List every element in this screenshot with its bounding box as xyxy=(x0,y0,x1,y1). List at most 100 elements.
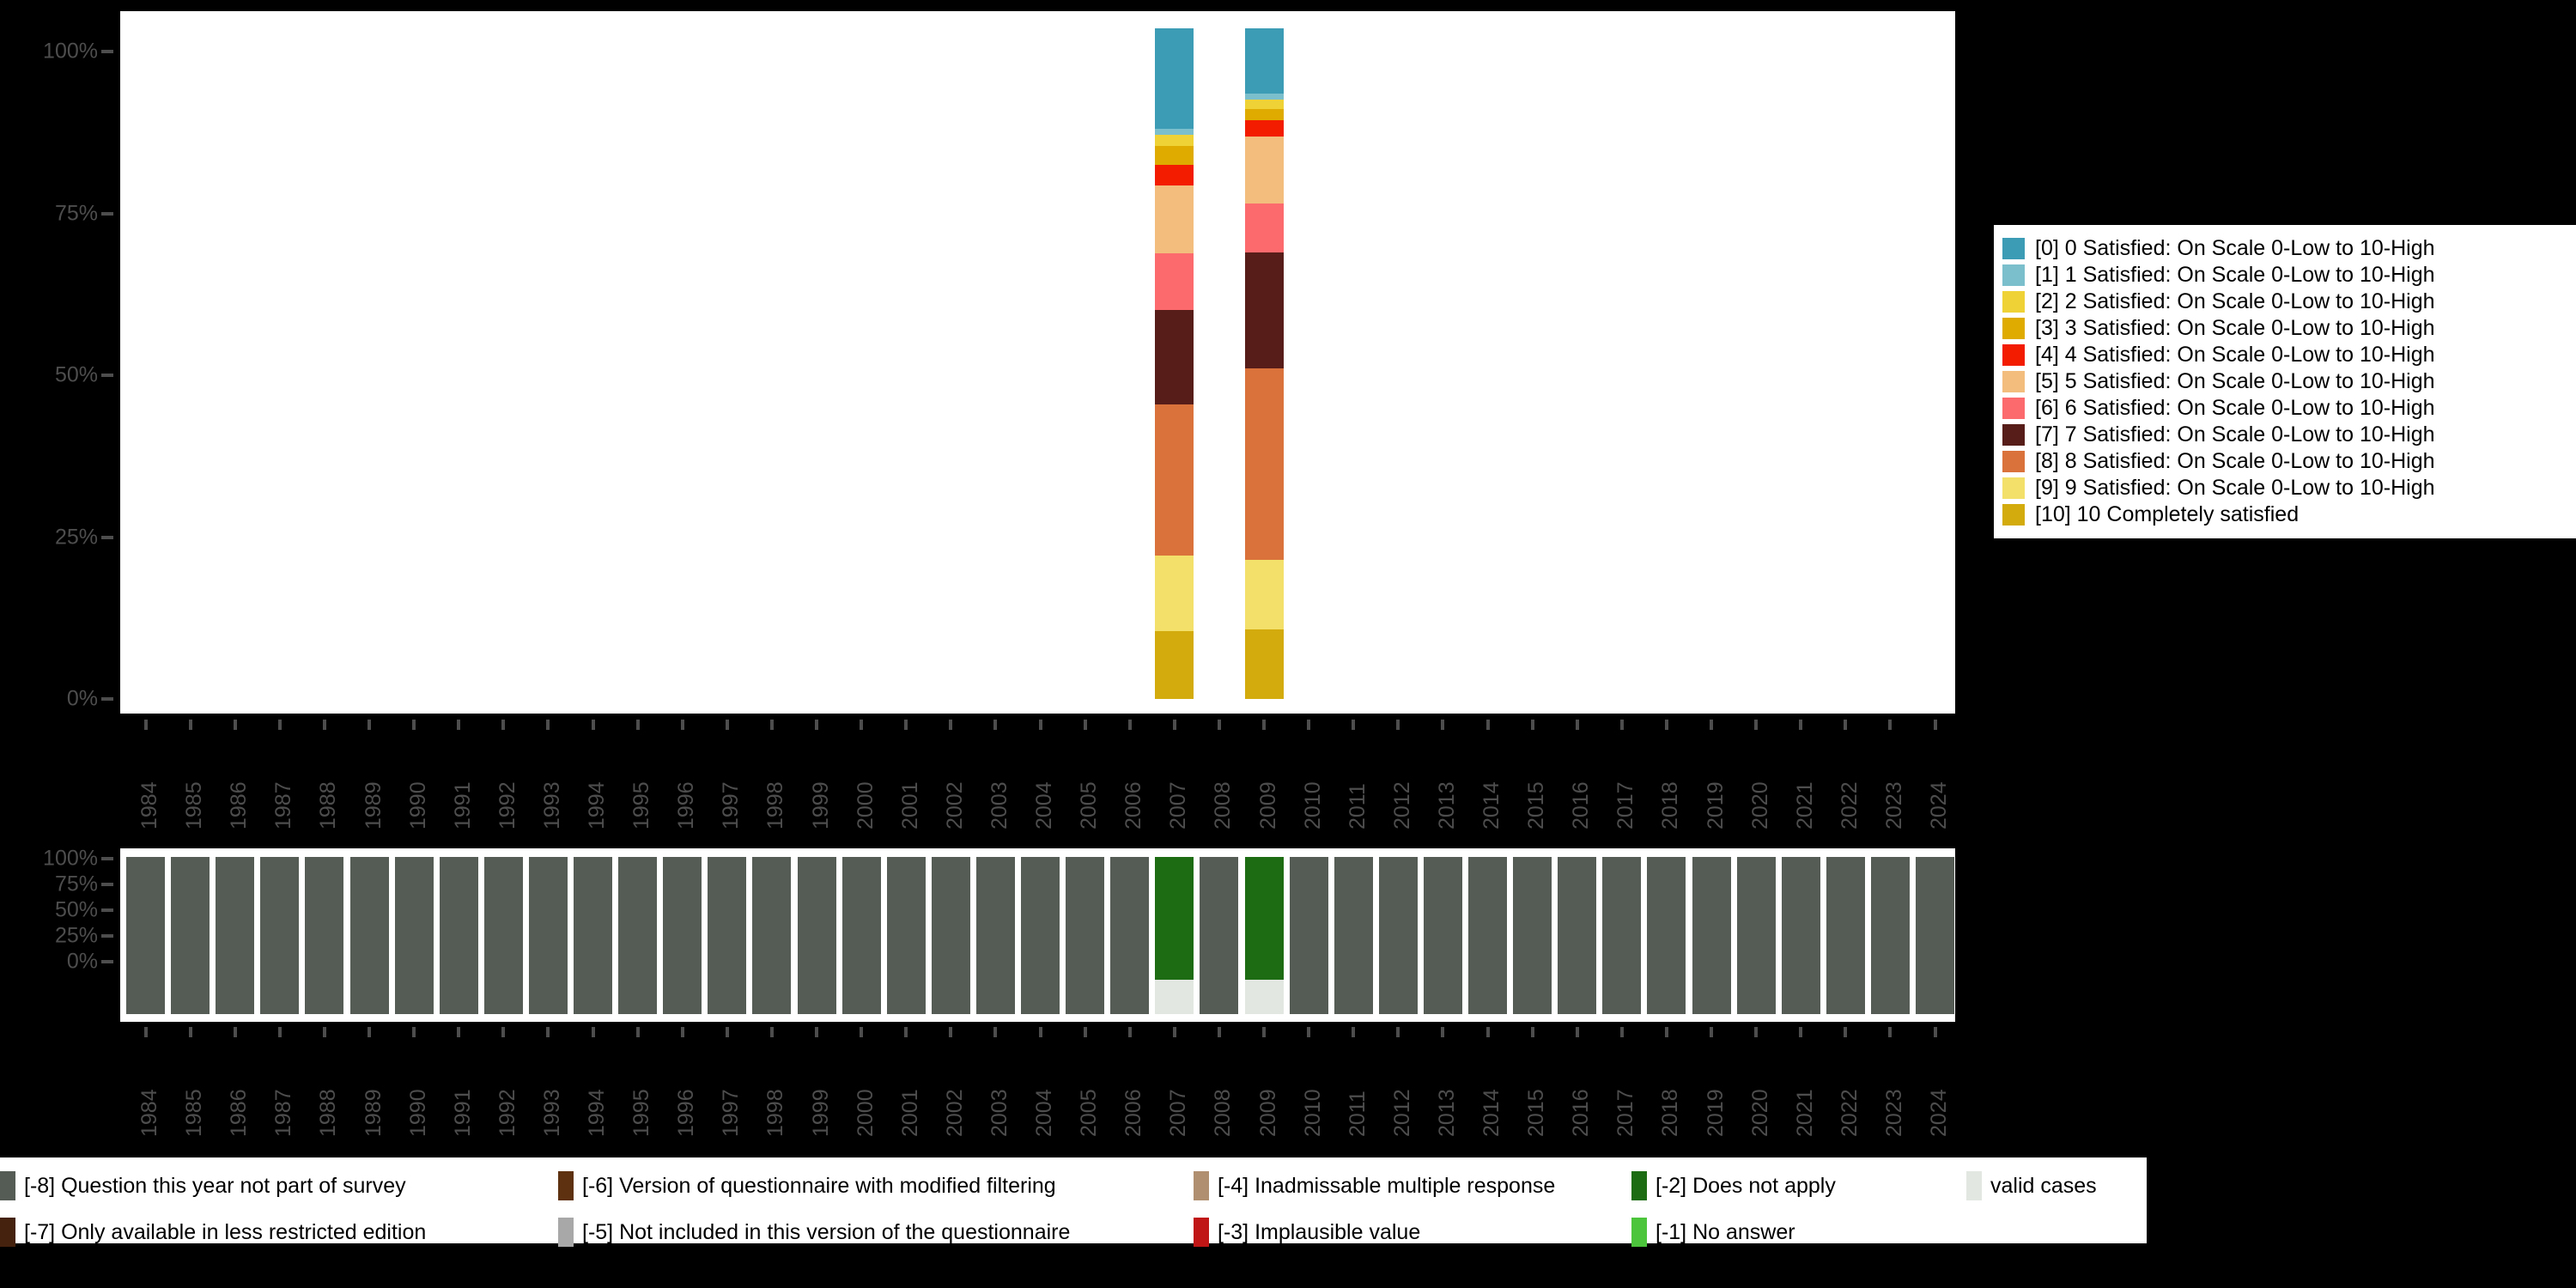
distribution-bar-segment[interactable] xyxy=(1155,185,1194,254)
value-legend-item[interactable]: [7] 7 Satisfied: On Scale 0-Low to 10-Hi… xyxy=(2002,422,2569,448)
availability-bar[interactable] xyxy=(1602,857,1642,1014)
availability-bar[interactable] xyxy=(1870,857,1910,1014)
availability-bar[interactable] xyxy=(1826,857,1865,1014)
availability-bar[interactable] xyxy=(1200,857,1239,1014)
status-legend-item[interactable]: valid cases xyxy=(1966,1171,2097,1200)
availability-bar[interactable] xyxy=(1378,857,1418,1014)
availability-bar-segment[interactable] xyxy=(618,857,658,1014)
distribution-bar-segment[interactable] xyxy=(1155,145,1194,166)
availability-bar-segment[interactable] xyxy=(574,857,612,1014)
availability-bar[interactable] xyxy=(1334,857,1373,1014)
value-legend-item[interactable]: [10] 10 Completely satisfied xyxy=(2002,501,2569,528)
availability-bar[interactable] xyxy=(394,857,434,1014)
availability-bar[interactable] xyxy=(797,857,836,1014)
availability-bar-segment[interactable] xyxy=(126,857,165,1014)
availability-bar[interactable] xyxy=(1468,857,1507,1014)
availability-bar[interactable] xyxy=(708,857,747,1014)
availability-bar-segment[interactable] xyxy=(1110,857,1150,1014)
availability-bar-segment[interactable] xyxy=(1692,857,1731,1014)
value-legend-item[interactable]: [1] 1 Satisfied: On Scale 0-Low to 10-Hi… xyxy=(2002,262,2569,289)
availability-bar[interactable] xyxy=(349,857,389,1014)
status-legend-item[interactable]: [-6] Version of questionnaire with modif… xyxy=(558,1171,1056,1200)
status-legend-item[interactable]: [-8] Question this year not part of surv… xyxy=(0,1171,406,1200)
availability-bar[interactable] xyxy=(1647,857,1686,1014)
availability-bar-segment[interactable] xyxy=(1781,857,1820,1014)
availability-bar[interactable] xyxy=(1692,857,1731,1014)
availability-bar-segment[interactable] xyxy=(1468,857,1507,1014)
availability-bar[interactable] xyxy=(1423,857,1462,1014)
value-legend-item[interactable]: [3] 3 Satisfied: On Scale 0-Low to 10-Hi… xyxy=(2002,315,2569,342)
value-legend-item[interactable]: [4] 4 Satisfied: On Scale 0-Low to 10-Hi… xyxy=(2002,342,2569,368)
availability-bar-segment[interactable] xyxy=(260,857,300,1014)
availability-bar-segment[interactable] xyxy=(1378,857,1418,1014)
distribution-bar-segment[interactable] xyxy=(1244,252,1284,368)
value-legend-item[interactable]: [0] 0 Satisfied: On Scale 0-Low to 10-Hi… xyxy=(2002,235,2569,262)
availability-bar-segment[interactable] xyxy=(1558,857,1597,1014)
distribution-bar-segment[interactable] xyxy=(1244,28,1284,94)
distribution-bar-segment[interactable] xyxy=(1155,135,1194,146)
availability-bar-segment[interactable] xyxy=(1289,857,1328,1014)
availability-bar-segment[interactable] xyxy=(663,857,702,1014)
distribution-bar-segment[interactable] xyxy=(1244,137,1284,204)
value-legend-item[interactable]: [6] 6 Satisfied: On Scale 0-Low to 10-Hi… xyxy=(2002,395,2569,422)
availability-bar[interactable] xyxy=(663,857,702,1014)
availability-bar-segment[interactable] xyxy=(1155,857,1194,980)
availability-bar-segment[interactable] xyxy=(1244,857,1284,980)
availability-bar[interactable] xyxy=(171,857,210,1014)
availability-bar-segment[interactable] xyxy=(1602,857,1642,1014)
availability-bar-segment[interactable] xyxy=(528,857,568,1014)
availability-bar-segment[interactable] xyxy=(1870,857,1910,1014)
distribution-bar-segment[interactable] xyxy=(1155,28,1194,130)
value-legend-item[interactable]: [2] 2 Satisfied: On Scale 0-Low to 10-Hi… xyxy=(2002,289,2569,315)
availability-bar-segment[interactable] xyxy=(216,857,255,1014)
availability-bar-segment[interactable] xyxy=(1736,857,1776,1014)
availability-bar[interactable] xyxy=(1289,857,1328,1014)
availability-bar[interactable] xyxy=(1513,857,1552,1014)
distribution-bar-segment[interactable] xyxy=(1244,99,1284,109)
availability-bar[interactable] xyxy=(1021,857,1060,1014)
availability-bar-segment[interactable] xyxy=(886,857,926,1014)
distribution-bar-segment[interactable] xyxy=(1155,165,1194,186)
availability-bar[interactable] xyxy=(1066,857,1105,1014)
availability-bar[interactable] xyxy=(528,857,568,1014)
distribution-bar-segment[interactable] xyxy=(1244,368,1284,561)
availability-bar-segment[interactable] xyxy=(1826,857,1865,1014)
availability-bar[interactable] xyxy=(1558,857,1597,1014)
availability-bar[interactable] xyxy=(483,857,523,1014)
availability-bar[interactable] xyxy=(975,857,1015,1014)
availability-bar[interactable] xyxy=(841,857,881,1014)
availability-bar[interactable] xyxy=(574,857,612,1014)
availability-bar[interactable] xyxy=(1781,857,1820,1014)
availability-bar[interactable] xyxy=(1244,857,1284,1014)
availability-bar[interactable] xyxy=(216,857,255,1014)
status-legend-item[interactable]: [-5] Not included in this version of the… xyxy=(558,1218,1070,1247)
distribution-bar-segment[interactable] xyxy=(1155,129,1194,136)
availability-bar[interactable] xyxy=(931,857,970,1014)
status-legend-item[interactable]: [-3] Implausible value xyxy=(1194,1218,1420,1247)
distribution-bar[interactable] xyxy=(1244,28,1284,699)
availability-bar-segment[interactable] xyxy=(841,857,881,1014)
distribution-bar-segment[interactable] xyxy=(1244,119,1284,137)
availability-bar-segment[interactable] xyxy=(931,857,970,1014)
status-legend-item[interactable]: [-1] No answer xyxy=(1631,1218,1795,1247)
status-legend-item[interactable]: [-2] Does not apply xyxy=(1631,1171,1836,1200)
distribution-bar-segment[interactable] xyxy=(1244,203,1284,252)
availability-bar[interactable] xyxy=(305,857,344,1014)
availability-bar[interactable] xyxy=(752,857,792,1014)
availability-bar-segment[interactable] xyxy=(1513,857,1552,1014)
status-legend-item[interactable]: [-4] Inadmissable multiple response xyxy=(1194,1171,1555,1200)
availability-bar-segment[interactable] xyxy=(797,857,836,1014)
availability-bar[interactable] xyxy=(439,857,478,1014)
availability-bar[interactable] xyxy=(1110,857,1150,1014)
availability-bar-segment[interactable] xyxy=(171,857,210,1014)
availability-bar-segment[interactable] xyxy=(483,857,523,1014)
value-legend-item[interactable]: [5] 5 Satisfied: On Scale 0-Low to 10-Hi… xyxy=(2002,368,2569,395)
availability-bar[interactable] xyxy=(1916,857,1954,1014)
distribution-bar[interactable] xyxy=(1155,28,1194,699)
value-legend-item[interactable]: [8] 8 Satisfied: On Scale 0-Low to 10-Hi… xyxy=(2002,448,2569,475)
value-legend-item[interactable]: [9] 9 Satisfied: On Scale 0-Low to 10-Hi… xyxy=(2002,475,2569,501)
distribution-bar-segment[interactable] xyxy=(1155,309,1194,405)
availability-bar[interactable] xyxy=(1155,857,1194,1014)
availability-bar-segment[interactable] xyxy=(305,857,344,1014)
distribution-bar-segment[interactable] xyxy=(1244,560,1284,630)
